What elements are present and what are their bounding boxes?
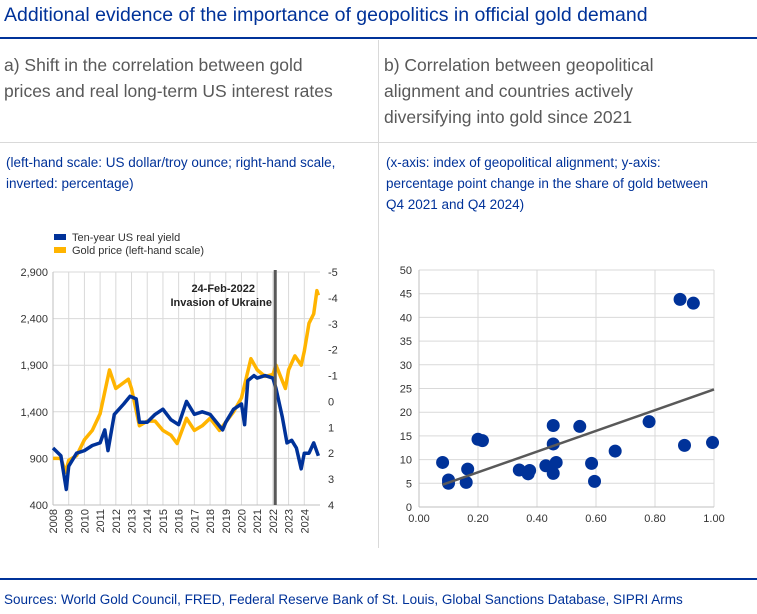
scatter-point bbox=[459, 475, 473, 489]
x-tick-label: 2016 bbox=[174, 509, 186, 533]
trend-line bbox=[442, 388, 715, 486]
annotation-label: Invasion of Ukraine bbox=[170, 297, 271, 309]
x-tick-label: 2019 bbox=[221, 509, 233, 533]
x-tick-label: 2012 bbox=[111, 509, 123, 533]
annotation-date: 24-Feb-2022 bbox=[191, 283, 255, 295]
scatter-point bbox=[573, 419, 587, 433]
x-tick-label: 0.60 bbox=[585, 513, 606, 525]
x-tick-label: 2013 bbox=[127, 509, 139, 533]
panel-b-subtitle-line: percentage point change in the share of … bbox=[386, 176, 708, 191]
y-tick-label: 10 bbox=[400, 455, 412, 467]
sources-note: Sources: World Gold Council, FRED, Feder… bbox=[4, 592, 683, 607]
x-tick-label: 2009 bbox=[64, 509, 76, 533]
legend-swatch bbox=[54, 247, 66, 253]
x-tick-label: 2015 bbox=[158, 509, 170, 533]
panel-a-title: a) Shift in the correlation between gold… bbox=[4, 52, 333, 104]
scatter-point bbox=[461, 462, 475, 476]
y-right-tick-label: -3 bbox=[328, 319, 338, 331]
panel-b-subtitle: (x-axis: index of geopolitical alignment… bbox=[386, 152, 708, 215]
legend-label: Ten-year US real yield bbox=[72, 232, 180, 244]
sources-rule bbox=[0, 578, 757, 580]
y-right-tick-label: 4 bbox=[328, 500, 334, 512]
y-left-tick-label: 2,400 bbox=[20, 314, 48, 326]
y-left-tick-label: 1,900 bbox=[20, 360, 48, 372]
x-tick-label: 2021 bbox=[252, 509, 264, 533]
scatter-point bbox=[686, 296, 700, 310]
panel-divider bbox=[378, 40, 379, 548]
y-right-tick-label: 2 bbox=[328, 448, 334, 460]
x-tick-label: 2023 bbox=[284, 509, 296, 533]
title-rule bbox=[0, 37, 757, 39]
scatter-point bbox=[523, 464, 537, 478]
x-tick-label: 2022 bbox=[268, 509, 280, 533]
y-left-tick-label: 900 bbox=[30, 453, 48, 465]
x-tick-label: 2020 bbox=[236, 509, 248, 533]
scatter-point bbox=[475, 434, 489, 448]
x-tick-label: 0.40 bbox=[526, 513, 547, 525]
scatter-point bbox=[673, 292, 687, 306]
y-right-tick-label: -1 bbox=[328, 371, 338, 383]
x-tick-label: 2008 bbox=[48, 509, 60, 533]
y-left-tick-label: 400 bbox=[30, 500, 48, 512]
y-tick-label: 0 bbox=[406, 502, 412, 514]
x-tick-label: 2014 bbox=[142, 509, 154, 533]
panel-b-title-line: diversifying into gold since 2021 bbox=[384, 107, 633, 127]
y-tick-label: 25 bbox=[400, 384, 412, 396]
y-right-tick-label: 3 bbox=[328, 474, 334, 486]
scatter-point bbox=[546, 418, 560, 432]
scatter-point bbox=[642, 415, 656, 429]
scatter-point bbox=[436, 455, 450, 469]
panel-b-subtitle-line: Q4 2021 and Q4 2024) bbox=[386, 197, 525, 212]
x-tick-label: 2024 bbox=[299, 509, 311, 533]
panel-b-title: b) Correlation between geopolitical alig… bbox=[384, 52, 653, 130]
legend-label: Gold price (left-hand scale) bbox=[72, 245, 204, 257]
y-right-tick-label: 0 bbox=[328, 396, 334, 408]
series-line-gold-price bbox=[53, 288, 321, 475]
x-tick-label: 2010 bbox=[79, 509, 91, 533]
legend-swatch bbox=[54, 234, 66, 240]
header-divider bbox=[0, 142, 757, 143]
x-tick-label: 0.20 bbox=[467, 513, 488, 525]
y-tick-label: 40 bbox=[400, 312, 412, 324]
scatter-point bbox=[706, 436, 720, 450]
y-tick-label: 20 bbox=[400, 407, 412, 419]
y-tick-label: 5 bbox=[406, 478, 412, 490]
panel-b-title-line: b) Correlation between geopolitical bbox=[384, 55, 654, 75]
scatter-point bbox=[588, 474, 602, 488]
y-tick-label: 15 bbox=[400, 431, 412, 443]
scatter-point bbox=[608, 444, 622, 458]
x-tick-label: 0.80 bbox=[644, 513, 665, 525]
panel-a-subtitle: (left-hand scale: US dollar/troy ounce; … bbox=[6, 152, 335, 194]
y-left-tick-label: 1,400 bbox=[20, 407, 48, 419]
x-tick-label: 0.00 bbox=[408, 513, 429, 525]
y-right-tick-label: -5 bbox=[328, 267, 338, 279]
series-line-real-yield bbox=[51, 373, 321, 492]
panel-a-title-line: prices and real long-term US interest ra… bbox=[4, 81, 333, 101]
scatter-point bbox=[678, 438, 691, 452]
panel-a-subtitle-line: inverted: percentage) bbox=[6, 176, 134, 191]
x-tick-label: 2017 bbox=[189, 509, 201, 533]
scatter-point bbox=[549, 455, 563, 469]
y-right-tick-label: 1 bbox=[328, 422, 334, 434]
scatter-point bbox=[546, 466, 560, 480]
panel-a-title-line: a) Shift in the correlation between gold bbox=[4, 55, 303, 75]
y-left-tick-label: 2,900 bbox=[20, 267, 48, 279]
page-title: Additional evidence of the importance of… bbox=[4, 4, 648, 26]
y-right-tick-label: -4 bbox=[328, 293, 338, 305]
panel-b-title-line: alignment and countries actively bbox=[384, 81, 634, 101]
y-tick-label: 35 bbox=[400, 336, 412, 348]
y-tick-label: 45 bbox=[400, 289, 412, 301]
y-tick-label: 30 bbox=[400, 360, 412, 372]
y-right-tick-label: -2 bbox=[328, 345, 338, 357]
panel-b-subtitle-line: (x-axis: index of geopolitical alignment… bbox=[386, 155, 661, 170]
x-tick-label: 1.00 bbox=[703, 513, 724, 525]
x-tick-label: 2011 bbox=[95, 509, 107, 533]
x-tick-label: 2018 bbox=[205, 509, 217, 533]
scatter-point bbox=[585, 456, 599, 470]
y-tick-label: 50 bbox=[400, 265, 412, 277]
panel-a-subtitle-line: (left-hand scale: US dollar/troy ounce; … bbox=[6, 155, 336, 170]
